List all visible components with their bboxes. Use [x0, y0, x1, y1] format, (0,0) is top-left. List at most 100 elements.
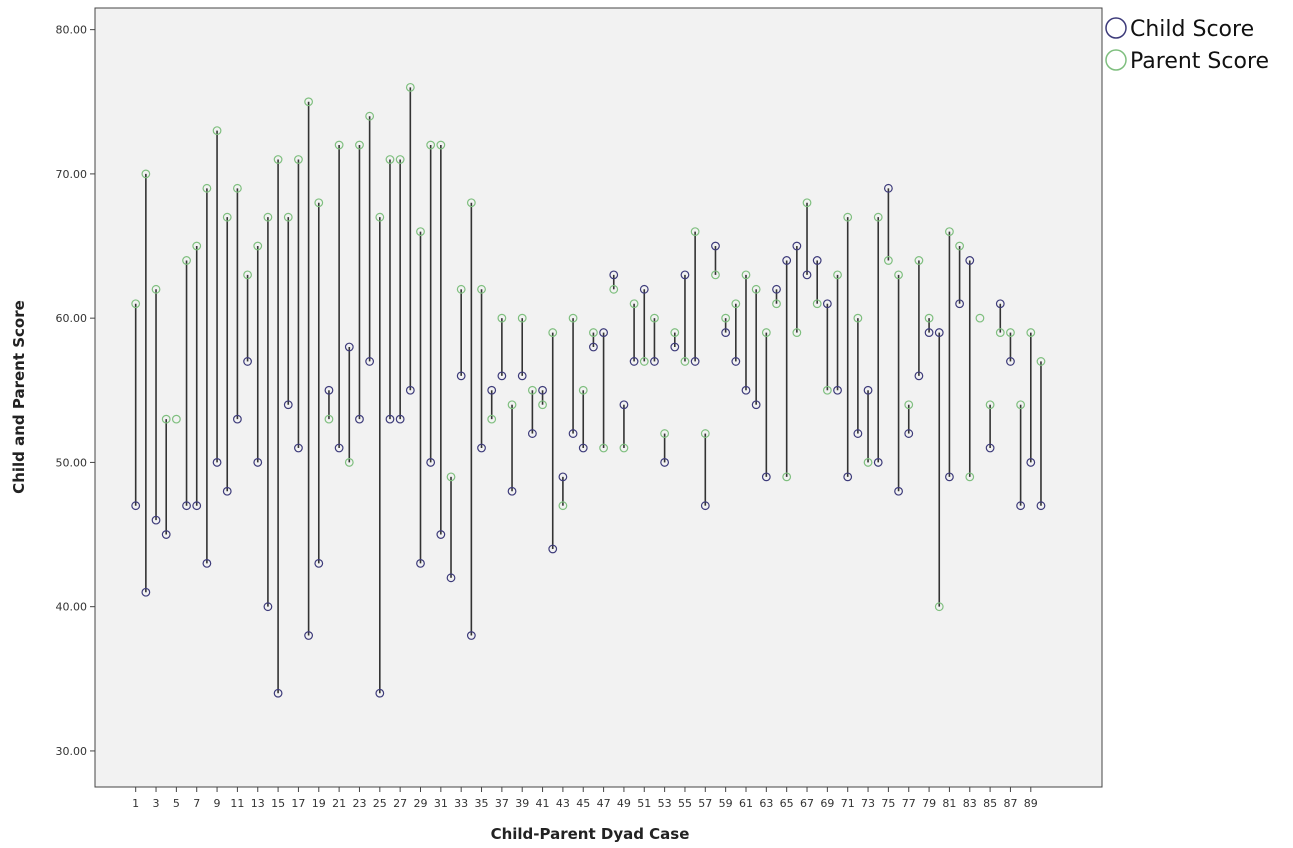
- parent-point-5: [171, 414, 181, 424]
- child-point-78: [914, 371, 924, 381]
- child-point-54: [670, 342, 680, 352]
- parent-point-35: [477, 284, 486, 294]
- parent-point-26: [385, 155, 395, 164]
- child-point-81: [945, 472, 954, 482]
- y-tick-label-60: 60.00: [56, 312, 88, 325]
- child-point-63: [761, 472, 771, 482]
- parent-point-49: [619, 443, 629, 453]
- parent-point-43: [558, 501, 568, 511]
- parent-point-20: [324, 414, 334, 424]
- legend-label-child: Child Score: [1130, 17, 1254, 42]
- child-point-68: [812, 256, 822, 265]
- parent-point-74: [873, 212, 883, 222]
- parent-point-55: [680, 357, 690, 366]
- child-point-3: [151, 515, 161, 525]
- parent-point-9: [212, 126, 222, 136]
- plot-area: [94, 7, 1103, 788]
- child-point-86: [995, 299, 1005, 309]
- child-point-69: [822, 299, 832, 309]
- y-axis-title: Child and Parent Score: [10, 300, 28, 494]
- child-point-17: [294, 443, 303, 453]
- parent-point-88: [1016, 400, 1026, 410]
- parent-point-24: [365, 111, 375, 121]
- parent-point-36: [487, 414, 497, 424]
- child-point-7: [192, 501, 202, 511]
- parent-point-15: [273, 155, 283, 164]
- x-tick-label-45: 45: [576, 797, 590, 810]
- child-point-27: [395, 414, 405, 424]
- child-point-36: [487, 385, 497, 395]
- child-point-71: [843, 472, 853, 482]
- child-point-40: [527, 429, 537, 438]
- x-tick-label-71: 71: [841, 797, 855, 810]
- x-tick-label-35: 35: [475, 797, 489, 810]
- parent-point-46: [589, 328, 598, 337]
- parent-point-2: [141, 169, 151, 179]
- parent-point-76: [894, 270, 903, 280]
- child-point-53: [660, 458, 670, 467]
- parent-point-56: [690, 227, 700, 237]
- score-markers: [131, 82, 1046, 698]
- parent-point-21: [334, 140, 344, 150]
- parent-point-64: [772, 299, 781, 309]
- y-axis: 30.00 40.00 50.00 60.00 70.00 80.00: [56, 24, 95, 758]
- parent-point-31: [436, 140, 446, 150]
- child-point-29: [416, 558, 425, 568]
- parent-point-89: [1026, 328, 1036, 337]
- child-point-55: [680, 270, 690, 280]
- parent-point-34: [466, 198, 476, 208]
- child-point-1: [131, 501, 141, 511]
- x-tick-label-3: 3: [153, 797, 160, 810]
- child-point-60: [731, 357, 741, 366]
- child-point-43: [558, 472, 568, 482]
- x-tick-label-75: 75: [881, 797, 895, 810]
- child-point-65: [782, 256, 792, 265]
- child-point-62: [751, 400, 761, 410]
- child-point-12: [243, 357, 252, 366]
- x-tick-label-11: 11: [230, 797, 244, 810]
- parent-point-51: [639, 357, 649, 366]
- parent-point-80: [934, 602, 944, 612]
- x-tick-label-51: 51: [637, 797, 651, 810]
- parent-point-50: [629, 299, 639, 309]
- child-point-67: [802, 270, 812, 280]
- parent-point-52: [650, 313, 659, 323]
- child-point-45: [578, 443, 588, 453]
- parent-point-87: [1006, 328, 1015, 337]
- parent-point-69: [822, 385, 832, 395]
- child-point-80: [934, 328, 944, 337]
- parent-point-78: [914, 256, 924, 265]
- legend-marker-parent: [1105, 49, 1127, 71]
- child-point-42: [548, 544, 558, 554]
- parent-point-8: [202, 183, 212, 193]
- parent-point-75: [883, 256, 893, 265]
- parent-point-28: [405, 82, 415, 92]
- child-point-89: [1026, 458, 1036, 467]
- x-tick-label-5: 5: [173, 797, 180, 810]
- parent-point-77: [904, 400, 914, 410]
- parent-point-18: [304, 97, 314, 107]
- child-point-79: [924, 328, 934, 337]
- child-point-37: [497, 371, 507, 381]
- child-point-15: [273, 688, 283, 698]
- parent-point-47: [599, 443, 608, 453]
- child-point-14: [263, 602, 273, 612]
- x-tick-label-85: 85: [983, 797, 997, 810]
- child-point-58: [711, 241, 720, 251]
- parent-point-42: [548, 328, 558, 337]
- child-point-74: [873, 458, 883, 467]
- parent-point-83: [965, 472, 975, 482]
- child-point-9: [212, 458, 222, 467]
- child-point-70: [833, 385, 842, 395]
- child-point-19: [314, 558, 324, 568]
- parent-point-22: [344, 458, 354, 467]
- parent-point-27: [395, 155, 405, 164]
- child-point-87: [1006, 357, 1015, 366]
- parent-point-17: [294, 155, 303, 164]
- child-point-50: [629, 357, 639, 366]
- parent-point-1: [131, 299, 141, 309]
- parent-point-86: [995, 328, 1005, 337]
- x-tick-label-19: 19: [312, 797, 326, 810]
- child-point-57: [700, 501, 710, 511]
